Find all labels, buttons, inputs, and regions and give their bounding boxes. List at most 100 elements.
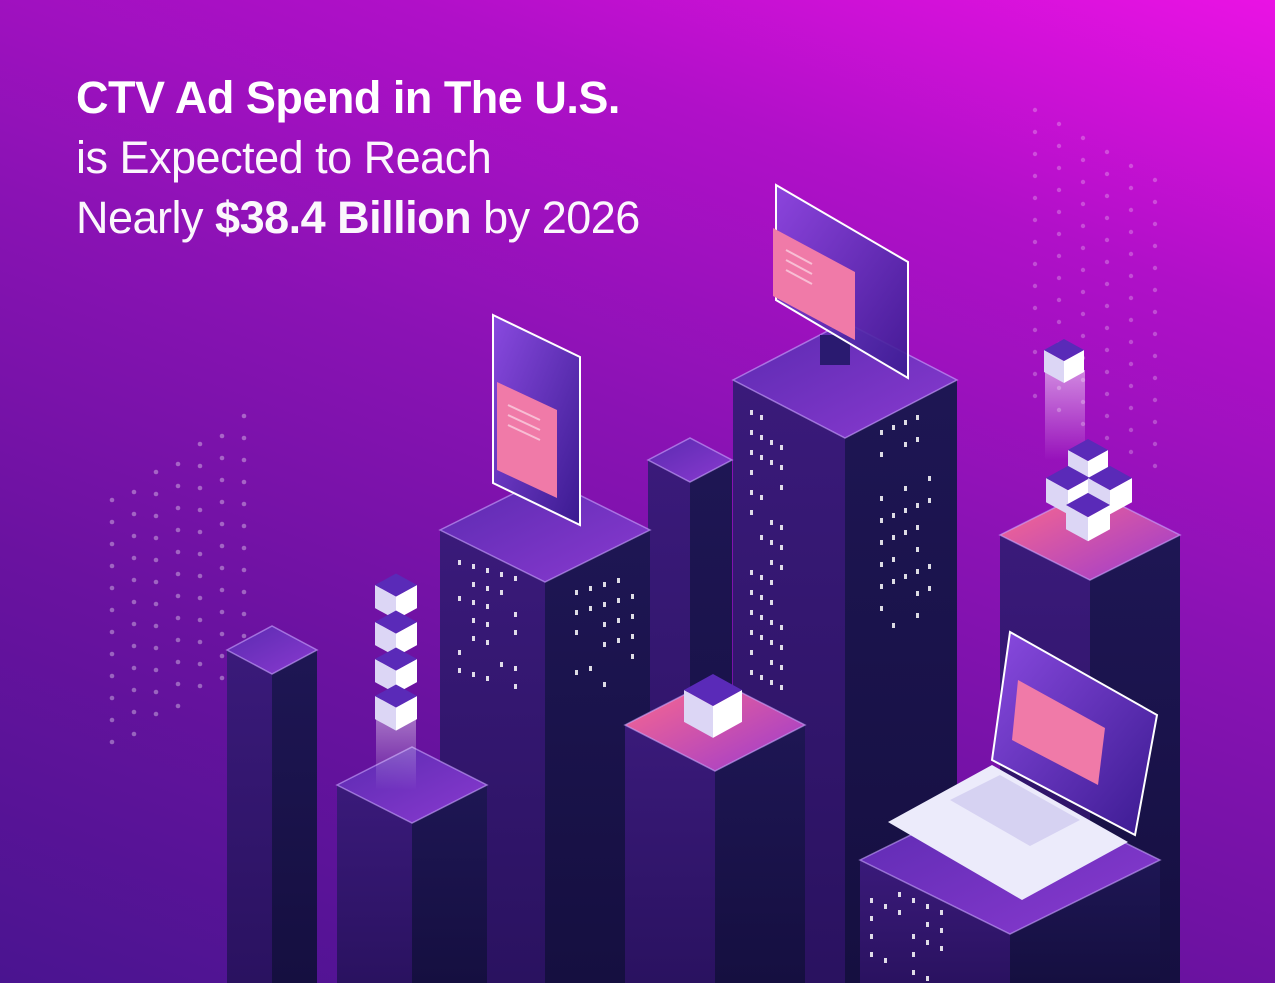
window-light <box>904 574 907 579</box>
window-light <box>603 582 606 587</box>
window-light <box>617 618 620 623</box>
background-dot <box>198 508 203 513</box>
window-light <box>760 615 763 620</box>
window-light <box>760 415 763 420</box>
background-dot <box>154 602 159 607</box>
background-dot <box>1105 194 1109 198</box>
background-dot <box>198 684 203 689</box>
background-dot <box>242 634 247 639</box>
window-light <box>780 485 783 490</box>
window-light <box>472 600 475 605</box>
window-light <box>884 904 887 909</box>
background-dot <box>1057 188 1061 192</box>
background-dot <box>1081 180 1085 184</box>
background-dot <box>198 618 203 623</box>
window-light <box>589 586 592 591</box>
window-light <box>770 640 773 645</box>
window-light <box>928 476 931 481</box>
window-light <box>880 606 883 611</box>
pillar-left-face <box>227 650 272 983</box>
background-dot <box>242 524 247 529</box>
background-dot <box>198 442 203 447</box>
background-dot <box>1129 252 1133 256</box>
background-dot <box>176 704 181 709</box>
window-light <box>912 970 915 975</box>
window-light <box>892 557 895 562</box>
background-dot <box>1105 260 1109 264</box>
background-dot <box>198 640 203 645</box>
background-dot <box>220 500 225 505</box>
background-dot <box>220 588 225 593</box>
background-dot <box>1105 304 1109 308</box>
background-dot <box>1129 340 1133 344</box>
background-dot <box>1081 224 1085 228</box>
background-dot <box>132 600 137 605</box>
background-dot <box>242 502 247 507</box>
window-light <box>770 560 773 565</box>
background-dot <box>154 668 159 673</box>
window-light <box>770 440 773 445</box>
background-dot <box>1153 442 1157 446</box>
window-light <box>631 614 634 619</box>
background-dot <box>154 646 159 651</box>
window-light <box>631 634 634 639</box>
window-light <box>472 582 475 587</box>
background-dot <box>1033 240 1037 244</box>
background-dot <box>132 732 137 737</box>
background-dot <box>154 624 159 629</box>
background-dot <box>242 458 247 463</box>
window-light <box>892 513 895 518</box>
window-light <box>750 410 753 415</box>
headline-suffix: by 2026 <box>471 192 640 243</box>
window-light <box>486 640 489 645</box>
window-light <box>760 595 763 600</box>
background-dot <box>1105 392 1109 396</box>
background-dot <box>176 660 181 665</box>
background-dot <box>220 434 225 439</box>
window-light <box>760 635 763 640</box>
background-dot <box>176 616 181 621</box>
window-light <box>916 503 919 508</box>
window-light <box>750 510 753 515</box>
background-dot <box>1057 320 1061 324</box>
window-light <box>472 672 475 677</box>
window-light <box>603 642 606 647</box>
window-light <box>575 590 578 595</box>
window-light <box>940 928 943 933</box>
background-dot <box>1081 202 1085 206</box>
window-light <box>780 685 783 690</box>
background-dot <box>220 566 225 571</box>
background-dot <box>1033 372 1037 376</box>
background-dot <box>1153 310 1157 314</box>
background-dot <box>220 478 225 483</box>
background-dot <box>1105 216 1109 220</box>
window-light <box>458 560 461 565</box>
background-dot <box>110 498 115 503</box>
background-dot <box>198 552 203 557</box>
background-dot <box>1105 326 1109 330</box>
window-light <box>603 602 606 607</box>
background-dot <box>220 544 225 549</box>
background-dot <box>1129 296 1133 300</box>
background-dot <box>110 652 115 657</box>
window-light <box>770 620 773 625</box>
window-light <box>750 430 753 435</box>
background-dot <box>1153 398 1157 402</box>
window-light <box>575 630 578 635</box>
window-light <box>458 668 461 673</box>
background-dot <box>1153 222 1157 226</box>
pillar-small <box>227 626 317 983</box>
background-dot <box>132 666 137 671</box>
background-dot <box>1105 238 1109 242</box>
background-dot <box>220 456 225 461</box>
window-light <box>912 934 915 939</box>
window-light <box>514 666 517 671</box>
window-light <box>760 675 763 680</box>
background-dot <box>110 696 115 701</box>
window-light <box>750 670 753 675</box>
background-dot <box>1081 158 1085 162</box>
background-dot <box>176 594 181 599</box>
window-light <box>912 898 915 903</box>
window-light <box>870 952 873 957</box>
background-dot <box>1033 174 1037 178</box>
